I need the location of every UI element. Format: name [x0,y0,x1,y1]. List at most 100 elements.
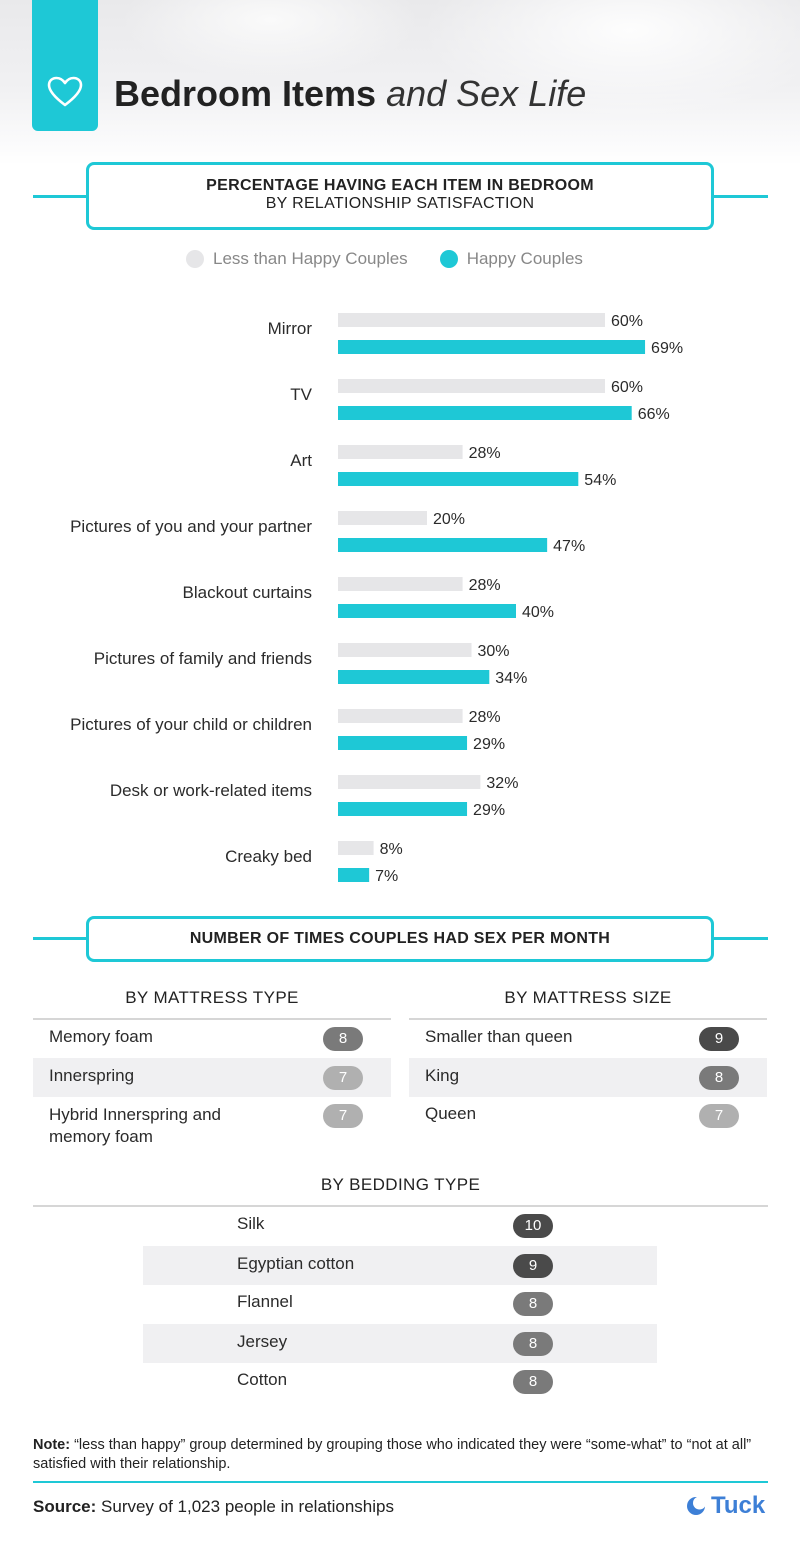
row-label: Silk [237,1214,265,1233]
bedding-type-rule [33,1205,768,1207]
data-label: 30% [478,643,510,660]
count-badge: 8 [513,1292,553,1316]
category-label: Creaky bed [225,847,312,866]
mattress-size-heading: BY MATTRESS SIZE [504,988,672,1007]
row-label: Cotton [237,1370,288,1389]
count-badge: 7 [699,1104,739,1128]
table-row: Hybrid Innerspring and memory foam 7 [33,1097,391,1153]
category-label: Art [290,451,312,470]
page-title: Bedroom Items and Sex Life [114,70,586,118]
title-strong: Bedroom Items [114,73,377,114]
bar [338,775,481,789]
bar [338,445,463,459]
data-label: 28% [469,445,501,462]
mattress-type-heading: BY MATTRESS TYPE [125,988,299,1007]
row-label: Jersey [237,1332,288,1351]
section2-title: NUMBER OF TIMES COUPLES HAD SEX PER MONT… [189,930,611,947]
legend-item-happy: Happy Couples [439,249,583,269]
data-label: 32% [486,775,518,792]
count-badge: 9 [699,1027,739,1051]
footer-rule [33,1481,768,1483]
data-label: 29% [473,802,505,819]
table-row: Silk 10 [143,1207,657,1246]
row-label: Queen [425,1104,477,1123]
chart-legend: Less than Happy Couples Happy Couples [186,249,583,269]
brand-name: Tuck [711,1492,766,1519]
footnote: Note: “less than happy” group determined… [33,1436,773,1474]
bar [338,538,548,552]
mattress-size-table: Smaller than queen 9 King 8 Queen 7 [409,1020,767,1137]
count-badge: 10 [513,1214,553,1238]
category-label: TV [290,385,312,404]
legend-label-less-happy: Less than Happy Couples [213,249,408,268]
data-label: 29% [473,736,505,753]
bar [338,736,468,750]
data-label: 20% [433,511,465,528]
category-label: Mirror [268,319,313,338]
bar-chart: Mirror 60% 69% TV 60% 66% Art 28% 54% Pictures of… [70,313,683,885]
row-label: Egyptian cotton [237,1254,355,1273]
row-label: Flannel [237,1292,293,1311]
category-label: Desk or work-related items [110,781,312,800]
table-row: Egyptian cotton 9 [143,1246,657,1285]
table-row: Flannel 8 [143,1285,657,1324]
mattress-type-rule [33,1018,391,1020]
bar [338,511,427,525]
bar [338,340,646,354]
legend-swatch-less-happy [186,250,204,268]
category-label: Pictures of family and friends [94,649,312,668]
bar [338,670,490,684]
section1-title: PERCENTAGE HAVING EACH ITEM IN BEDROOM [206,177,594,194]
bar [338,313,605,327]
moon-icon [687,1496,706,1515]
count-badge: 8 [513,1370,553,1394]
category-label: Pictures of your child or children [70,715,312,734]
data-label: 60% [611,379,643,396]
bar [338,802,468,816]
bar [338,709,463,723]
row-label: Hybrid Innerspring and memory foam [49,1105,221,1146]
bar [338,868,370,882]
mattress-size-rule [409,1018,767,1020]
table-row: Cotton 8 [143,1363,657,1402]
legend-swatch-happy [439,250,458,268]
bar [338,472,579,486]
legend-item-less-happy: Less than Happy Couples [186,249,408,269]
category-label: Blackout curtains [183,583,312,602]
bar [338,841,374,855]
data-label: 60% [611,313,643,330]
row-label: Innerspring [49,1066,135,1085]
heart-tab [32,0,98,131]
count-badge: 8 [323,1027,363,1051]
note-text: “less than happy” group determined by gr… [33,1437,752,1472]
source-label: Source: [33,1497,97,1516]
row-label: Memory foam [49,1027,153,1046]
data-label: 7% [375,868,398,885]
bar [338,577,463,591]
count-badge: 8 [699,1066,739,1090]
row-label: King [425,1066,460,1085]
category-label: Pictures of you and your partner [70,517,312,536]
count-badge: 7 [323,1104,363,1128]
row-label: Smaller than queen [425,1027,573,1046]
bar [338,379,605,393]
section1-banner: PERCENTAGE HAVING EACH ITEM IN BEDROOM B… [86,162,714,230]
brand-logo: Tuck [686,1492,765,1520]
bedding-type-table: Silk 10 Egyptian cotton 9 Flannel 8 Jers… [143,1207,657,1402]
count-badge: 8 [513,1332,553,1356]
table-row: Jersey 8 [143,1324,657,1363]
data-label: 8% [380,841,403,858]
section1-subtitle: BY RELATIONSHIP SATISFACTION [265,195,535,212]
table-row: Queen 7 [409,1097,767,1137]
data-label: 47% [553,538,585,555]
data-label: 28% [469,577,501,594]
section2-banner: NUMBER OF TIMES COUPLES HAD SEX PER MONT… [86,916,714,962]
source-text: Survey of 1,023 people in relationships [96,1497,394,1516]
table-row: Smaller than queen 9 [409,1020,767,1058]
bar [338,643,472,657]
data-label: 66% [638,406,670,423]
note-label: Note: [33,1437,71,1453]
table-row: King 8 [409,1058,767,1097]
table-row: Innerspring 7 [33,1058,391,1097]
bedding-type-heading: BY BEDDING TYPE [320,1175,481,1194]
